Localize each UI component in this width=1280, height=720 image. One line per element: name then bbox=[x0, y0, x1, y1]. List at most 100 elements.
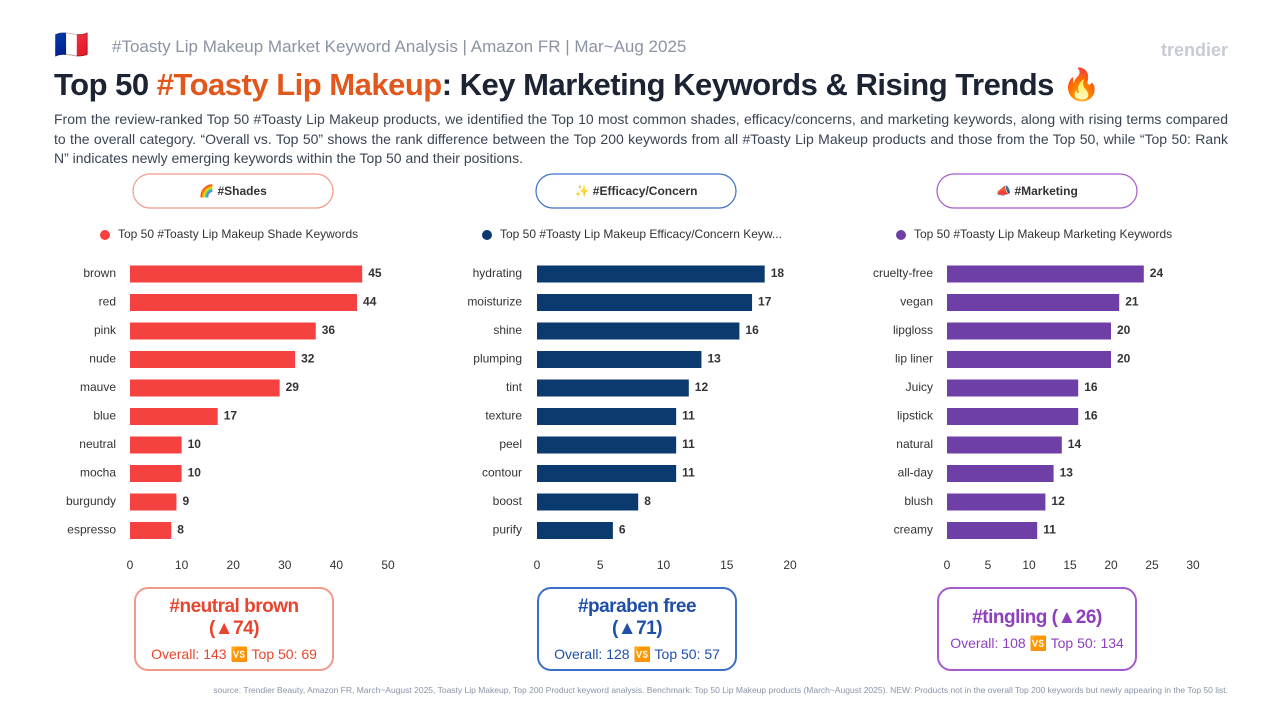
section-pill bbox=[535, 173, 737, 209]
section-title: 📣 #Marketing bbox=[996, 184, 1078, 198]
description: From the review-ranked Top 50 #Toasty Li… bbox=[54, 111, 1228, 166]
bar bbox=[537, 493, 639, 511]
value-label: 8 bbox=[644, 494, 651, 508]
value-label: 29 bbox=[286, 380, 300, 394]
category-label: espresso bbox=[67, 523, 116, 537]
category-label: contour bbox=[482, 466, 522, 480]
overall-rank: Overall: 108 bbox=[950, 634, 1026, 651]
category-label: burgundy bbox=[66, 494, 116, 508]
category-label: peel bbox=[499, 437, 522, 451]
value-label: 17 bbox=[758, 295, 772, 309]
value-label: 44 bbox=[363, 295, 377, 309]
top50-rank: Top 50: 134 bbox=[1050, 634, 1124, 651]
legend-marker bbox=[482, 230, 492, 240]
x-tick-label: 20 bbox=[227, 558, 241, 572]
legend-label: Top 50 #Toasty Lip Makeup Marketing Keyw… bbox=[914, 227, 1172, 241]
value-label: 36 bbox=[322, 323, 336, 337]
x-tick-label: 15 bbox=[1063, 558, 1077, 572]
value-label: 20 bbox=[1117, 323, 1131, 337]
category-label: red bbox=[99, 295, 116, 309]
value-label: 10 bbox=[188, 466, 202, 480]
legend-label: Top 50 #Toasty Lip Makeup Efficacy/Conce… bbox=[500, 227, 782, 241]
category-label: pink bbox=[94, 323, 117, 337]
bar bbox=[947, 493, 1046, 511]
x-tick-label: 25 bbox=[1145, 558, 1159, 572]
category-label: boost bbox=[493, 494, 523, 508]
section-title: ✨ #Efficacy/Concern bbox=[575, 184, 698, 198]
category-label: lipgloss bbox=[893, 323, 933, 337]
category-label: brown bbox=[83, 266, 116, 280]
flag: 🇫🇷 bbox=[54, 29, 89, 60]
bar bbox=[130, 436, 182, 454]
x-tick-label: 10 bbox=[1022, 558, 1036, 572]
value-label: 16 bbox=[745, 323, 759, 337]
highlight-keyword: #paraben free (▲71) bbox=[539, 596, 735, 640]
title-highlight: #Toasty Lip Makeup bbox=[156, 67, 443, 102]
bar bbox=[537, 322, 740, 340]
highlight-ranks: Overall: 108 🆚 Top 50: 134 bbox=[950, 635, 1124, 652]
value-label: 12 bbox=[1051, 494, 1065, 508]
bar bbox=[947, 322, 1111, 340]
bar bbox=[947, 408, 1079, 425]
top50-rank: Top 50: 69 bbox=[251, 645, 317, 662]
bar bbox=[537, 436, 677, 454]
value-label: 10 bbox=[188, 437, 202, 451]
category-label: hydrating bbox=[473, 266, 522, 280]
x-tick-label: 30 bbox=[1186, 558, 1200, 572]
category-label: Juicy bbox=[906, 380, 933, 394]
x-tick-label: 10 bbox=[657, 558, 671, 572]
bar bbox=[947, 436, 1062, 454]
bar bbox=[947, 351, 1111, 368]
bar bbox=[947, 379, 1079, 397]
category-label: blush bbox=[904, 494, 933, 508]
x-tick-label: 5 bbox=[985, 558, 992, 572]
x-tick-label: 10 bbox=[175, 558, 189, 572]
bar bbox=[130, 322, 316, 340]
legend-marker bbox=[100, 230, 110, 240]
category-label: natural bbox=[896, 437, 933, 451]
bar bbox=[130, 294, 358, 311]
footer: source: Trendier Beauty, Amazon FR, Marc… bbox=[213, 685, 1228, 695]
rank-change: (▲26) bbox=[1051, 606, 1103, 628]
bar bbox=[537, 351, 702, 368]
value-label: 17 bbox=[224, 409, 238, 423]
bar bbox=[537, 522, 613, 539]
highlight-box: #tingling (▲26) Overall: 108 🆚 Top 50: 13… bbox=[937, 587, 1137, 671]
x-tick-label: 15 bbox=[720, 558, 734, 572]
x-tick-label: 0 bbox=[944, 558, 951, 572]
legend-label: Top 50 #Toasty Lip Makeup Shade Keywords bbox=[118, 227, 358, 241]
keyword: #neutral brown bbox=[169, 595, 299, 617]
highlight-ranks: Overall: 128 🆚 Top 50: 57 bbox=[554, 646, 720, 663]
highlight-box: #neutral brown (▲74) Overall: 143 🆚 Top 5… bbox=[134, 587, 334, 671]
section-title: 🌈 #Shades bbox=[199, 183, 267, 198]
value-label: 11 bbox=[682, 466, 695, 480]
bar bbox=[537, 265, 765, 283]
x-tick-label: 20 bbox=[783, 558, 797, 572]
category-label: lip liner bbox=[895, 352, 933, 366]
section-pill bbox=[936, 173, 1138, 209]
bar bbox=[947, 265, 1144, 283]
bar bbox=[130, 493, 177, 511]
value-label: 16 bbox=[1084, 380, 1098, 394]
bar bbox=[537, 379, 689, 397]
overall-rank: Overall: 128 bbox=[554, 645, 630, 662]
keyword: #tingling bbox=[972, 606, 1047, 628]
value-label: 13 bbox=[1060, 466, 1074, 480]
category-label: creamy bbox=[894, 523, 933, 537]
brand: trendier bbox=[1160, 40, 1228, 60]
section-pill bbox=[132, 173, 334, 209]
highlight-ranks: Overall: 143 🆚 Top 50: 69 bbox=[151, 646, 317, 663]
bar bbox=[130, 465, 182, 482]
value-label: 11 bbox=[1043, 523, 1056, 537]
value-label: 12 bbox=[695, 380, 709, 394]
category-label: mauve bbox=[80, 380, 116, 394]
bar bbox=[947, 522, 1038, 539]
bar bbox=[537, 465, 677, 482]
value-label: 18 bbox=[771, 266, 785, 280]
category-label: purify bbox=[493, 523, 522, 537]
overall-rank: Overall: 143 bbox=[151, 645, 227, 662]
value-label: 11 bbox=[682, 437, 695, 451]
value-label: 21 bbox=[1125, 295, 1139, 309]
category-label: mocha bbox=[80, 466, 116, 480]
